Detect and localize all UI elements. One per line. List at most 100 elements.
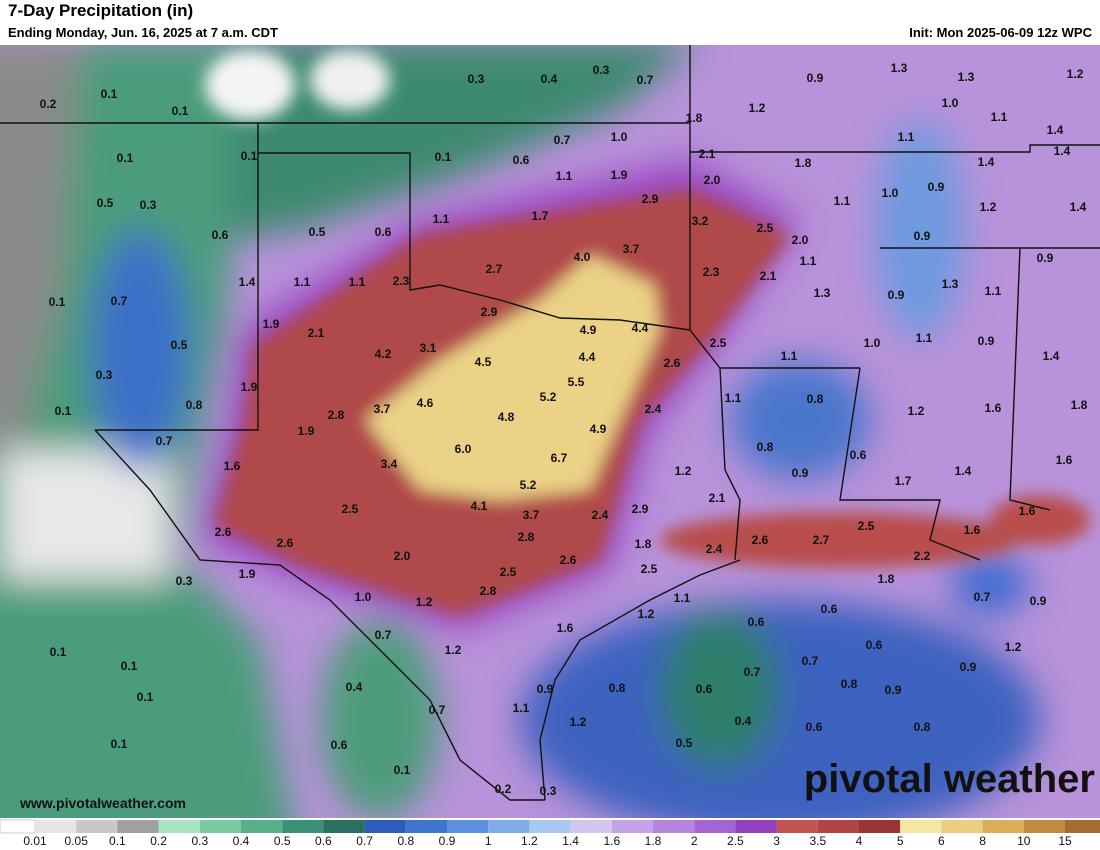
colorbar-tick-label: 0.5 bbox=[274, 834, 291, 848]
precip-label: 0.7 bbox=[802, 654, 819, 668]
precip-label: 6.0 bbox=[455, 442, 472, 456]
colorbar-tick-label: 8 bbox=[979, 834, 986, 848]
precip-label: 2.4 bbox=[645, 402, 662, 416]
colorbar-cell bbox=[529, 820, 571, 833]
colorbar-cell bbox=[653, 820, 695, 833]
precip-label: 0.9 bbox=[914, 229, 931, 243]
precip-label: 1.1 bbox=[898, 130, 915, 144]
precip-label: 1.4 bbox=[955, 464, 972, 478]
precip-label: 0.1 bbox=[55, 404, 72, 418]
colorbar-tick-label: 1.4 bbox=[562, 834, 579, 848]
colorbar-cell bbox=[76, 820, 118, 833]
precip-label: 1.1 bbox=[433, 212, 450, 226]
precip-label: 1.1 bbox=[556, 169, 573, 183]
colorbar-tick-label: 0.3 bbox=[191, 834, 208, 848]
colorbar-cell bbox=[488, 820, 530, 833]
precip-label: 3.7 bbox=[374, 402, 391, 416]
precip-label: 0.3 bbox=[593, 63, 610, 77]
precip-label: 0.9 bbox=[807, 71, 824, 85]
colorbar-tick-label: 1.8 bbox=[645, 834, 662, 848]
precip-label: 3.2 bbox=[692, 214, 709, 228]
colorbar-tick-label: 1.6 bbox=[603, 834, 620, 848]
precip-label: 0.2 bbox=[40, 97, 57, 111]
precip-label: 5.2 bbox=[520, 478, 537, 492]
precip-label: 2.2 bbox=[914, 549, 931, 563]
colorbar-tick-label: 0.4 bbox=[233, 834, 250, 848]
precip-label: 0.7 bbox=[974, 590, 991, 604]
precip-label: 1.7 bbox=[532, 209, 549, 223]
colorbar-cell bbox=[447, 820, 489, 833]
colorbar-tick-label: 0.7 bbox=[356, 834, 373, 848]
precip-label: 0.1 bbox=[121, 659, 138, 673]
colorbar-tick-label: 4 bbox=[856, 834, 863, 848]
precip-label: 1.1 bbox=[800, 254, 817, 268]
precip-label: 3.7 bbox=[623, 242, 640, 256]
precip-label: 0.8 bbox=[757, 440, 774, 454]
precip-label: 0.6 bbox=[696, 682, 713, 696]
colorbar-tick-label: 1.2 bbox=[521, 834, 538, 848]
precip-label: 4.4 bbox=[579, 350, 596, 364]
precip-label: 2.9 bbox=[481, 305, 498, 319]
precip-label: 0.1 bbox=[50, 645, 67, 659]
precip-label: 0.7 bbox=[111, 294, 128, 308]
precip-label: 0.8 bbox=[914, 720, 931, 734]
precip-label: 1.8 bbox=[878, 572, 895, 586]
precip-label: 0.1 bbox=[241, 149, 258, 163]
precip-label: 0.4 bbox=[541, 72, 558, 86]
boundaries bbox=[0, 45, 1100, 801]
colorbar-cell bbox=[323, 820, 365, 833]
precip-label: 0.6 bbox=[212, 228, 229, 242]
colorbar-tick-label: 0.2 bbox=[150, 834, 167, 848]
colorbar-tick-label: 2 bbox=[691, 834, 698, 848]
colorbar-cell bbox=[817, 820, 859, 833]
precip-label: 2.0 bbox=[394, 549, 411, 563]
colorbar-cell bbox=[900, 820, 942, 833]
colorbar-cell bbox=[735, 820, 777, 833]
precip-label: 1.9 bbox=[241, 380, 258, 394]
precip-label: 1.4 bbox=[1070, 200, 1087, 214]
precip-label: 3.1 bbox=[420, 341, 437, 355]
colorbar-cell bbox=[199, 820, 241, 833]
precip-label: 1.9 bbox=[263, 317, 280, 331]
precip-label: 1.8 bbox=[795, 156, 812, 170]
colorbar-tick-label: 3 bbox=[773, 834, 780, 848]
precip-label: 4.0 bbox=[574, 250, 591, 264]
precip-label: 2.1 bbox=[308, 326, 325, 340]
precip-label: 2.1 bbox=[760, 269, 777, 283]
colorbar-tick-label: 2.5 bbox=[727, 834, 744, 848]
precip-label: 0.9 bbox=[978, 334, 995, 348]
precip-label: 2.6 bbox=[664, 356, 681, 370]
colorbar-cell bbox=[117, 820, 159, 833]
colorbar-cell bbox=[1065, 820, 1100, 833]
precip-label: 1.0 bbox=[611, 130, 628, 144]
precip-label: 1.0 bbox=[882, 186, 899, 200]
precip-label: 2.9 bbox=[632, 502, 649, 516]
precip-label: 0.9 bbox=[960, 660, 977, 674]
precip-label: 4.1 bbox=[471, 499, 488, 513]
precip-label: 1.6 bbox=[224, 459, 241, 473]
precip-label: 1.1 bbox=[349, 275, 366, 289]
precip-label: 2.5 bbox=[342, 502, 359, 516]
precip-label: 2.5 bbox=[858, 519, 875, 533]
precip-label: 1.4 bbox=[1047, 123, 1064, 137]
colorbar-tick-label: 0.1 bbox=[109, 834, 126, 848]
precip-label: 0.7 bbox=[429, 703, 446, 717]
precip-label: 1.1 bbox=[834, 194, 851, 208]
colorbar-tick-label: 1 bbox=[485, 834, 492, 848]
precip-label: 0.6 bbox=[821, 602, 838, 616]
precip-label: 1.2 bbox=[1005, 640, 1022, 654]
precip-label: 0.4 bbox=[346, 680, 363, 694]
precip-label: 1.0 bbox=[942, 96, 959, 110]
precip-label: 0.7 bbox=[156, 434, 173, 448]
colorbar-cell bbox=[611, 820, 653, 833]
precip-label: 2.5 bbox=[500, 565, 517, 579]
precip-label: 1.3 bbox=[942, 277, 959, 291]
precip-label: 1.6 bbox=[1019, 504, 1036, 518]
precip-label: 1.9 bbox=[611, 168, 628, 182]
colorbar-tick-label: 0.6 bbox=[315, 834, 332, 848]
precip-label: 4.2 bbox=[375, 347, 392, 361]
colorbar-tick-label: 3.5 bbox=[809, 834, 826, 848]
precip-label: 0.8 bbox=[841, 677, 858, 691]
precip-label: 0.3 bbox=[96, 368, 113, 382]
